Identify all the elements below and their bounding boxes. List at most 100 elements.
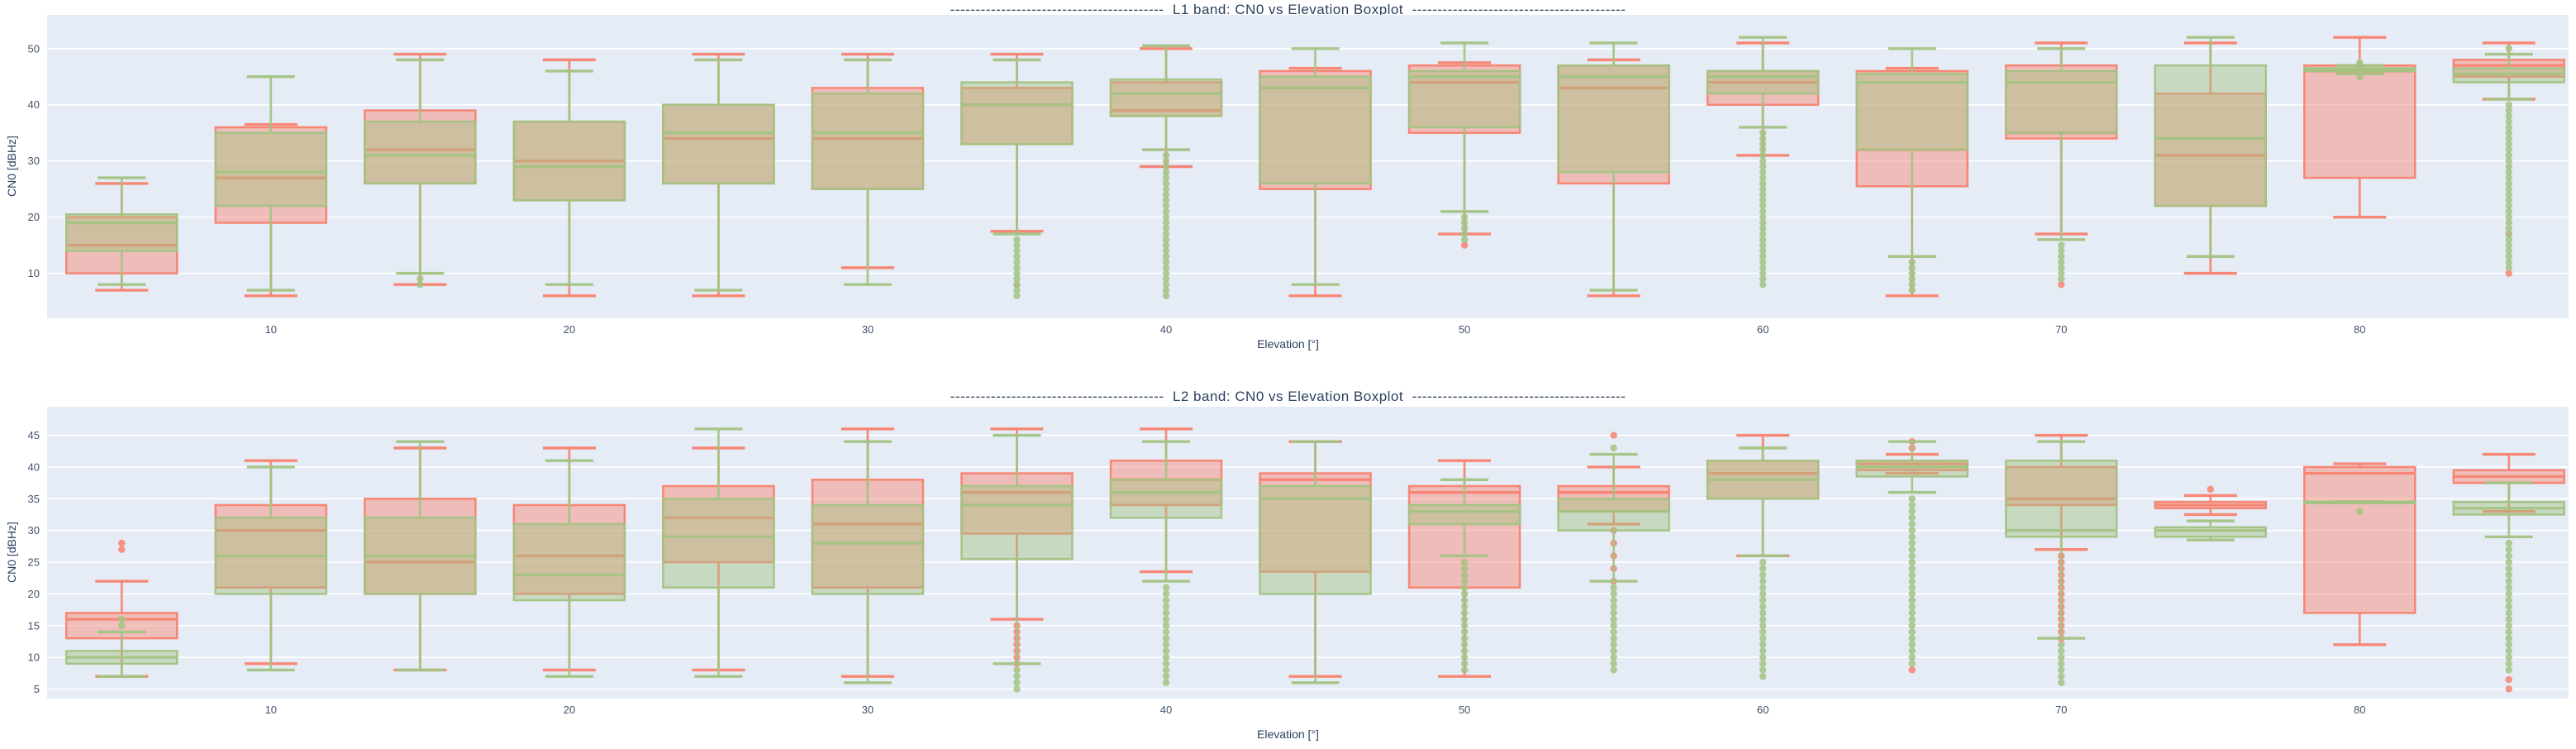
y-tick-label: 40	[28, 460, 40, 473]
red-outlier-point	[1610, 432, 1617, 439]
green-outlier-point	[1908, 270, 1916, 277]
green-outlier-point	[1460, 584, 1469, 591]
green-outlier-point	[1610, 628, 1617, 636]
green-outlier-point	[1759, 247, 1767, 255]
green-outlier-point	[1759, 577, 1767, 585]
green-outlier-point	[1759, 571, 1767, 579]
green-outlier-point	[2505, 191, 2512, 198]
l2-x-axis-label: Elevation [°]	[1257, 728, 1319, 741]
green-outlier-point	[1460, 653, 1469, 661]
green-outlier-point	[2505, 247, 2512, 255]
y-tick-label: 20	[28, 211, 40, 223]
y-tick-label: 25	[28, 556, 40, 569]
green-outlier-point	[1460, 615, 1469, 623]
green-outlier-point	[2505, 230, 2512, 238]
green-outlier-point	[1460, 590, 1469, 598]
green-outlier-point	[2505, 571, 2512, 579]
green-outlier-point	[1460, 634, 1469, 642]
green-outlier-point	[2505, 213, 2512, 221]
green-outlier-point	[2505, 107, 2512, 114]
green-outlier-point	[1610, 590, 1617, 598]
green-boxplot	[2303, 500, 2416, 515]
green-boxplot	[1706, 446, 1820, 680]
green-outlier-point	[1162, 230, 1170, 238]
green-outlier-point	[1162, 169, 1170, 176]
green-boxplot	[1407, 478, 1521, 674]
green-outlier-point	[1759, 146, 1767, 154]
green-outlier-point	[1162, 157, 1170, 165]
green-outlier-point	[1759, 628, 1767, 636]
green-outlier-point	[1162, 596, 1170, 604]
green-outlier-point	[1162, 191, 1170, 198]
red-outlier-point	[2505, 270, 2512, 277]
plot-background	[47, 15, 2569, 318]
green-outlier-point	[1759, 141, 1767, 148]
y-tick-label: 15	[28, 619, 40, 632]
green-outlier-point	[2505, 609, 2512, 617]
green-outlier-point	[1759, 197, 1767, 204]
green-outlier-point	[1013, 270, 1021, 277]
green-outlier-point	[2505, 552, 2512, 560]
y-tick-label: 5	[34, 683, 40, 695]
green-outlier-point	[2505, 603, 2512, 610]
green-boxplot	[1855, 440, 1969, 667]
x-tick-label: 20	[564, 323, 575, 336]
green-outlier-point	[2057, 647, 2065, 655]
green-outlier-point	[1759, 219, 1767, 227]
green-outlier-point	[2057, 253, 2065, 260]
y-tick-label: 20	[28, 588, 40, 600]
green-outlier-point	[1460, 571, 1469, 579]
red-outlier-point	[118, 546, 126, 553]
x-tick-label: 80	[2354, 323, 2365, 336]
green-outlier-point	[1759, 647, 1767, 655]
green-outlier-point	[1162, 281, 1170, 289]
green-outlier-point	[1013, 241, 1021, 249]
green-outlier-point	[1759, 129, 1767, 136]
red-boxplot	[214, 459, 328, 666]
green-outlier-point	[1162, 185, 1170, 193]
green-boxplot	[662, 58, 775, 292]
green-outlier-point	[1759, 191, 1767, 198]
green-outlier-point	[1162, 258, 1170, 266]
green-boxplot	[512, 69, 626, 286]
green-outlier-point	[1013, 281, 1021, 289]
green-outlier-point	[1908, 533, 1916, 541]
green-outlier-point	[2505, 112, 2512, 120]
green-outlier-point	[2505, 253, 2512, 260]
green-outlier-point	[1759, 666, 1767, 674]
green-outlier-point	[1610, 584, 1617, 591]
green-outlier-point	[1908, 539, 1916, 547]
green-outlier-point	[2505, 634, 2512, 642]
green-outlier-point	[1162, 197, 1170, 204]
green-outlier-point	[2505, 565, 2512, 572]
green-outlier-point	[1759, 230, 1767, 238]
green-outlier-point	[1759, 135, 1767, 142]
green-outlier-point	[1013, 292, 1021, 300]
green-outlier-point	[1908, 565, 1916, 572]
green-outlier-point	[1908, 558, 1916, 566]
red-boxplot	[1259, 66, 1372, 298]
green-outlier-point	[1908, 501, 1916, 509]
green-outlier-point	[2505, 539, 2512, 547]
green-outlier-point	[2505, 641, 2512, 648]
green-outlier-point	[1460, 596, 1469, 604]
green-outlier-point	[2356, 508, 2364, 515]
green-outlier-point	[1610, 666, 1617, 674]
green-outlier-point	[1013, 672, 1021, 680]
green-outlier-point	[2505, 169, 2512, 176]
x-tick-label: 60	[1757, 323, 1769, 336]
green-outlier-point	[1759, 634, 1767, 642]
green-outlier-point	[1759, 169, 1767, 176]
green-outlier-point	[2505, 157, 2512, 165]
green-boxplot	[2452, 45, 2566, 272]
y-tick-label: 40	[28, 98, 40, 111]
green-outlier-point	[1162, 247, 1170, 255]
green-boxplot	[214, 75, 328, 292]
green-outlier-point	[1759, 275, 1767, 283]
green-outlier-point	[2505, 219, 2512, 227]
l2-chart-figure: ----------------------------------------…	[0, 376, 2576, 749]
green-outlier-point	[1759, 641, 1767, 648]
green-outlier-point	[2505, 208, 2512, 216]
green-outlier-point	[1162, 219, 1170, 227]
green-outlier-point	[1162, 163, 1170, 170]
